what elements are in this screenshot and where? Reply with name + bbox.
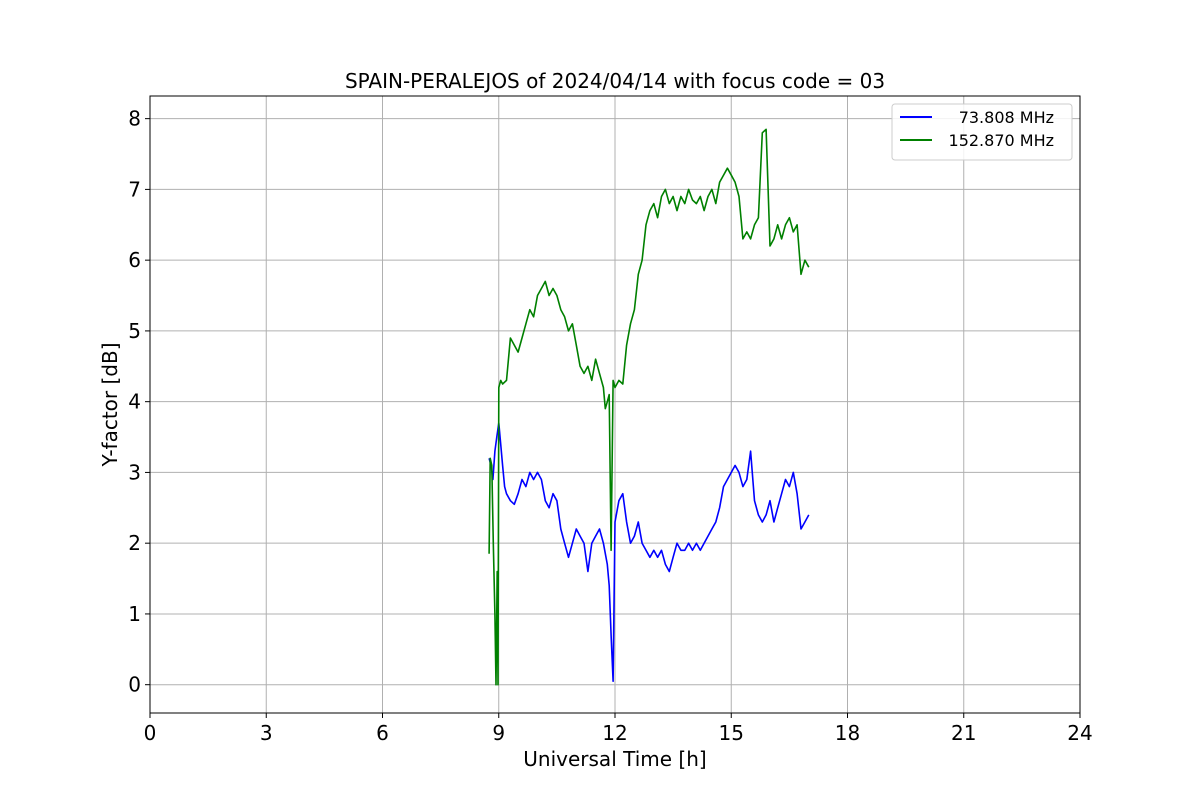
x-axis-label: Universal Time [h] — [523, 747, 706, 771]
y-tick-label: 4 — [128, 390, 141, 414]
legend-label-1: 152.870 MHz — [949, 131, 1054, 150]
y-tick-label: 7 — [128, 177, 141, 201]
x-tick-label: 21 — [951, 721, 976, 745]
y-axis-label: Y-factor [dB] — [98, 342, 122, 467]
x-tick-label: 24 — [1067, 721, 1092, 745]
y-tick-label: 0 — [128, 673, 141, 697]
y-tick-label: 1 — [128, 602, 141, 626]
legend-box — [891, 103, 1073, 161]
y-tick-label: 5 — [128, 319, 141, 343]
x-tick-label: 6 — [376, 721, 389, 745]
x-tick-label: 15 — [719, 721, 744, 745]
x-tick-label: 9 — [492, 721, 505, 745]
series-line-0 — [488, 422, 810, 683]
legend: 73.808 MHz 152.870 MHz — [891, 103, 1073, 161]
legend-label-0: 73.808 MHz — [959, 108, 1054, 127]
series-group — [488, 128, 810, 686]
x-tick-label: 0 — [144, 721, 157, 745]
x-tick-label: 3 — [260, 721, 273, 745]
y-tick-label: 6 — [128, 248, 141, 272]
chart-title: SPAIN-PERALEJOS of 2024/04/14 with focus… — [345, 69, 885, 93]
y-tick-label: 2 — [128, 531, 141, 555]
x-tick-label: 18 — [835, 721, 860, 745]
series-line-1 — [488, 128, 810, 686]
y-tick-label: 8 — [128, 107, 141, 131]
y-tick-label: 3 — [128, 460, 141, 484]
x-tick-label: 12 — [602, 721, 627, 745]
